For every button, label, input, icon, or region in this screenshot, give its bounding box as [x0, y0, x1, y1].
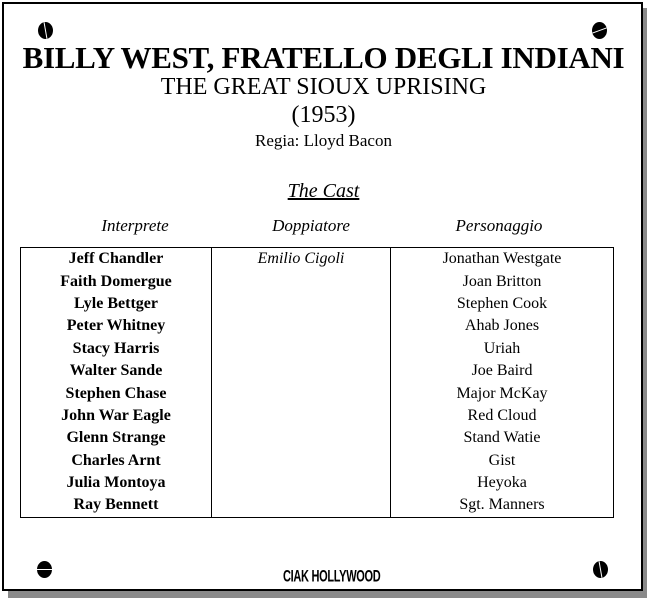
column-header-actor: Interprete	[101, 216, 169, 235]
actor-cell: Faith Domergue	[20, 270, 212, 293]
dubber-cell	[211, 382, 391, 405]
table-row: Faith Domergue Joan Britton	[20, 270, 614, 293]
character-cell: Sgt. Manners	[390, 494, 614, 518]
screw-icon	[593, 561, 608, 578]
table-row: Stephen Chase Major McKay	[20, 382, 614, 405]
column-header-character: Personaggio	[455, 216, 543, 235]
actor-cell: Peter Whitney	[20, 315, 212, 338]
character-cell: Ahab Jones	[390, 315, 614, 338]
actor-cell: Glenn Strange	[20, 427, 212, 450]
dubber-cell	[211, 404, 391, 428]
table-row: Glenn Strange Stand Watie	[20, 427, 614, 450]
table-row: John War Eagle Red Cloud	[20, 404, 614, 428]
actor-cell: Jeff Chandler	[20, 247, 212, 271]
character-cell: Uriah	[390, 337, 614, 360]
actor-cell: Charles Arnt	[20, 449, 212, 472]
dubber-cell	[211, 315, 391, 338]
dubber-cell: Emilio Cigoli	[211, 247, 391, 271]
ciak-hollywood-logo: CIAK HOLLYWOOD	[283, 568, 381, 586]
dubber-cell	[211, 270, 391, 293]
film-title: BILLY WEST, FRATELLO DEGLI INDIANI	[22, 40, 625, 75]
actor-cell: Stephen Chase	[20, 382, 212, 405]
dubber-cell	[211, 494, 391, 518]
character-cell: Gist	[390, 449, 614, 472]
table-row: Jeff Chandler Emilio Cigoli Jonathan Westg…	[20, 247, 614, 271]
character-cell: Joe Baird	[390, 359, 614, 383]
year: (1953)	[291, 102, 356, 128]
actor-cell: Stacy Harris	[20, 337, 212, 360]
actor-cell: Julia Montoya	[20, 471, 212, 495]
table-row: Charles Arnt Gist	[20, 449, 614, 472]
actor-cell: Lyle Bettger	[20, 292, 212, 316]
dubber-cell	[211, 359, 391, 383]
screw-icon	[592, 22, 607, 39]
cast-heading: The Cast	[287, 180, 360, 202]
dubber-cell	[211, 449, 391, 472]
table-row: Lyle Bettger Stephen Cook	[20, 292, 614, 316]
character-cell: Jonathan Westgate	[390, 247, 614, 271]
table-row: Julia Montoya Heyoka	[20, 471, 614, 495]
cast-table: Jeff Chandler Emilio Cigoli Jonathan Westg…	[20, 247, 614, 518]
table-row: Peter Whitney Ahab Jones	[20, 315, 614, 338]
table-row: Walter Sande Joe Baird	[20, 359, 614, 383]
column-header-dubber: Doppiatore	[272, 216, 350, 235]
character-cell: Joan Britton	[390, 270, 614, 293]
dubber-cell	[211, 471, 391, 495]
dubber-cell	[211, 337, 391, 360]
actor-cell: John War Eagle	[20, 404, 212, 428]
table-row: Ray Bennett Sgt. Manners	[20, 494, 614, 518]
dubber-cell	[211, 427, 391, 450]
character-cell: Stand Watie	[390, 427, 614, 450]
dubber-cell	[211, 292, 391, 316]
screw-icon	[37, 561, 52, 578]
character-cell: Heyoka	[390, 471, 614, 495]
director: Regia: Lloyd Bacon	[255, 131, 392, 150]
screw-icon	[38, 22, 53, 39]
actor-cell: Walter Sande	[20, 359, 212, 383]
table-row: Stacy Harris Uriah	[20, 337, 614, 360]
character-cell: Red Cloud	[390, 404, 614, 428]
character-cell: Stephen Cook	[390, 292, 614, 316]
character-cell: Major McKay	[390, 382, 614, 405]
actor-cell: Ray Bennett	[20, 494, 212, 518]
original-title: THE GREAT SIOUX UPRISING	[160, 74, 487, 100]
